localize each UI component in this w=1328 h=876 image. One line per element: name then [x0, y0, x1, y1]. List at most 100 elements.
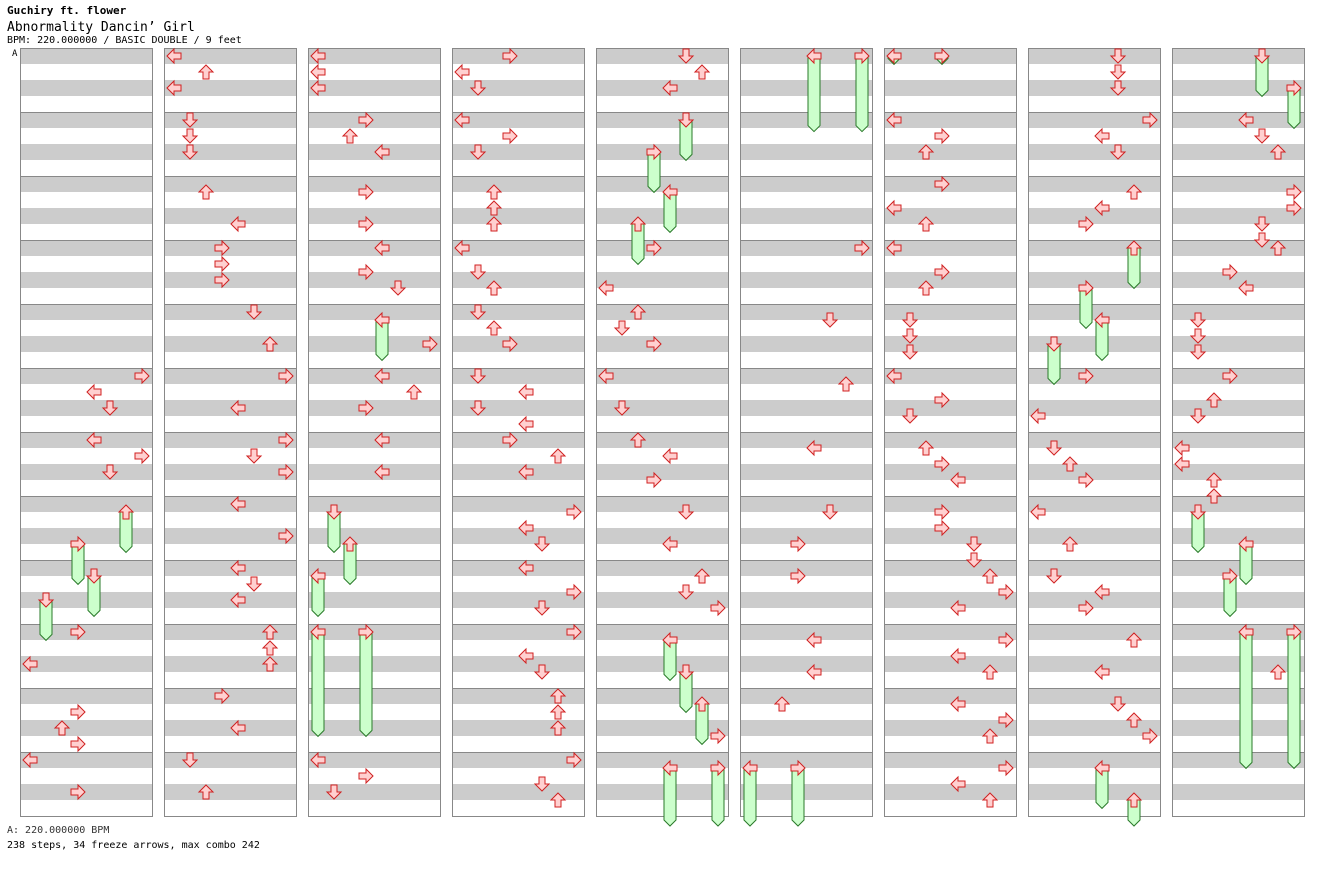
beat-band	[1028, 704, 1160, 720]
beat-band	[308, 800, 440, 816]
beat-band	[20, 560, 152, 576]
beat-band	[596, 512, 728, 528]
step-arrow-down	[901, 408, 919, 424]
beat-band	[740, 784, 872, 800]
freeze-arrow	[791, 767, 805, 827]
beat-band	[1172, 416, 1304, 432]
chart-column	[452, 48, 585, 817]
step-arrow-left	[662, 535, 678, 553]
beat-band	[1028, 672, 1160, 688]
beat-band	[164, 624, 296, 640]
step-arrow-left	[886, 367, 902, 385]
beat-band	[164, 96, 296, 112]
column-frame	[164, 48, 297, 817]
step-arrow-down	[1109, 80, 1127, 96]
chart-stats: 238 steps, 34 freeze arrows, max combo 2…	[7, 840, 260, 851]
chart-column	[308, 48, 441, 817]
beat-band	[884, 384, 1016, 400]
beat-band	[164, 256, 296, 272]
step-arrow-right	[278, 431, 294, 449]
step-arrow-left	[518, 415, 534, 433]
beat-band	[596, 560, 728, 576]
freeze-arrow	[855, 55, 869, 133]
beat-band	[308, 176, 440, 192]
freeze-head-arrow	[70, 535, 86, 553]
beat-band	[452, 112, 584, 128]
beat-band	[1172, 784, 1304, 800]
beat-band	[1028, 368, 1160, 384]
beat-band	[1028, 784, 1160, 800]
beat-band	[1172, 336, 1304, 352]
beat-band	[884, 144, 1016, 160]
beat-band	[20, 432, 152, 448]
step-arrow-up	[341, 128, 359, 144]
beat-band	[596, 272, 728, 288]
beat-band	[596, 144, 728, 160]
beat-band	[164, 608, 296, 624]
step-arrow-down	[469, 400, 487, 416]
beat-band	[1028, 144, 1160, 160]
beat-band	[740, 480, 872, 496]
step-arrow-up	[197, 784, 215, 800]
step-arrow-up	[693, 568, 711, 584]
beat-band	[1028, 496, 1160, 512]
step-arrow-left	[1238, 279, 1254, 297]
step-arrow-up	[981, 568, 999, 584]
step-arrow-left	[598, 279, 614, 297]
freeze-head-arrow	[310, 623, 326, 641]
beat-band	[452, 640, 584, 656]
beat-band	[884, 416, 1016, 432]
step-arrow-up	[1205, 392, 1223, 408]
beat-band	[1172, 240, 1304, 256]
step-arrow-right	[566, 583, 582, 601]
beat-band	[308, 448, 440, 464]
beat-band	[596, 400, 728, 416]
beat-band	[740, 128, 872, 144]
beat-band	[308, 64, 440, 80]
freeze-head-arrow	[1238, 623, 1254, 641]
beat-band	[1172, 80, 1304, 96]
beat-band	[20, 400, 152, 416]
step-arrow-left	[806, 631, 822, 649]
step-arrow-left	[950, 471, 966, 489]
freeze-head-arrow	[1189, 504, 1207, 520]
beat-band	[596, 464, 728, 480]
step-arrow-right	[1078, 471, 1094, 489]
freeze-head-arrow	[693, 696, 711, 712]
beat-band	[740, 368, 872, 384]
step-arrow-right	[358, 111, 374, 129]
beat-band	[164, 544, 296, 560]
beat-band	[164, 784, 296, 800]
beat-band	[452, 352, 584, 368]
beat-band	[20, 800, 152, 816]
beat-band	[1172, 512, 1304, 528]
freeze-arrow	[1239, 631, 1253, 770]
step-arrow-left	[1094, 663, 1110, 681]
beat-band	[164, 112, 296, 128]
beat-band	[452, 720, 584, 736]
beat-band	[308, 784, 440, 800]
step-arrow-left	[950, 647, 966, 665]
beat-band	[20, 528, 152, 544]
beat-band	[1028, 640, 1160, 656]
beat-band	[596, 208, 728, 224]
step-arrow-left	[166, 79, 182, 97]
beat-band	[596, 80, 728, 96]
beat-band	[1028, 96, 1160, 112]
beat-band	[740, 208, 872, 224]
column-frame	[596, 48, 729, 817]
step-arrow-down	[101, 464, 119, 480]
beat-band	[164, 560, 296, 576]
beat-band	[1028, 336, 1160, 352]
beat-band	[596, 704, 728, 720]
freeze-head-arrow	[1094, 759, 1110, 777]
step-arrow-up	[261, 656, 279, 672]
beat-band	[1028, 480, 1160, 496]
beat-band	[452, 160, 584, 176]
beat-band	[1172, 432, 1304, 448]
beat-band	[1172, 608, 1304, 624]
step-arrow-up	[197, 184, 215, 200]
step-arrow-right	[278, 463, 294, 481]
step-arrow-right	[1286, 183, 1302, 201]
step-arrow-right	[70, 703, 86, 721]
